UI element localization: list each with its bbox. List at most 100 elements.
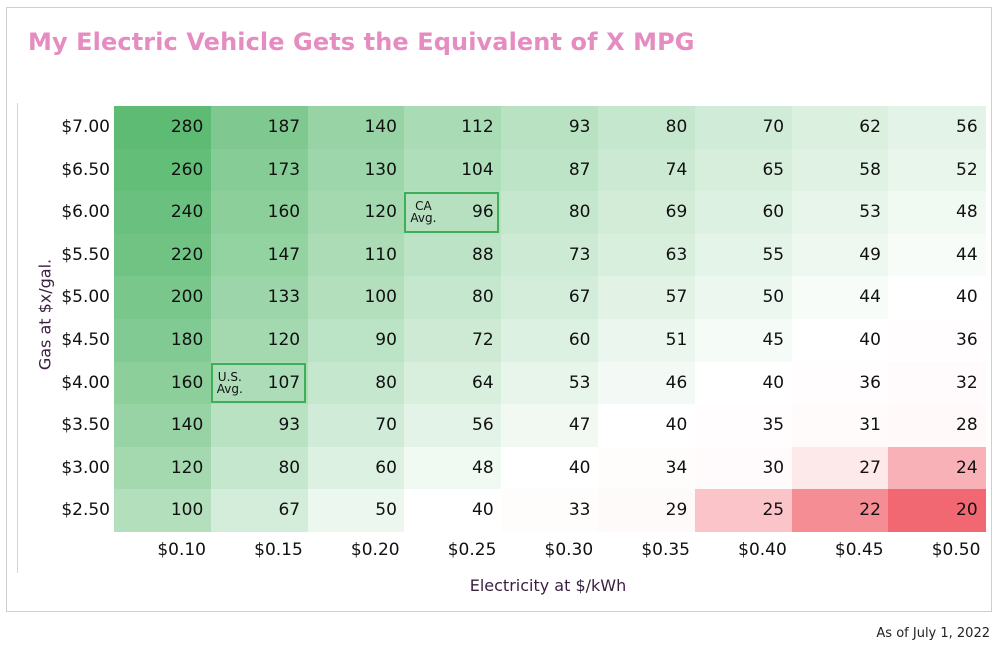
heatmap-cell: 88 xyxy=(404,233,502,277)
x-tick-label: $0.35 xyxy=(641,540,690,560)
heatmap-cell: 53 xyxy=(501,361,599,405)
heatmap-cell: 187 xyxy=(210,106,309,150)
heatmap-cell: 58 xyxy=(791,148,889,192)
heatmap-cell: 67 xyxy=(210,489,309,533)
heatmap-cell: 69 xyxy=(598,191,696,235)
x-axis-label: Electricity at $/kWh xyxy=(469,576,627,595)
average-highlight-box xyxy=(210,362,306,404)
heatmap-cell: 45 xyxy=(694,319,793,363)
x-tick-label: $0.30 xyxy=(544,540,594,560)
heatmap-cell: 96 xyxy=(404,191,502,235)
heatmap-cell: 80 xyxy=(210,446,309,490)
heatmap-cell: 40 xyxy=(791,319,889,363)
y-tick-label: $2.50 xyxy=(61,500,110,521)
heatmap-cell: 52 xyxy=(888,148,986,192)
heatmap-cell: 93 xyxy=(210,404,309,448)
heatmap-cell: 50 xyxy=(694,276,793,320)
heatmap-cell: 53 xyxy=(791,191,889,235)
y-tick-label: $4.00 xyxy=(61,372,110,393)
heatmap-cell: 93 xyxy=(501,106,599,150)
x-tick-label: $0.45 xyxy=(834,540,884,560)
heatmap-cell: 32 xyxy=(888,361,986,405)
average-highlight-label: U.S. Avg. xyxy=(216,369,243,396)
y-tick-label: $6.00 xyxy=(61,202,110,223)
heatmap-cell: 40 xyxy=(888,276,986,320)
heatmap-cell: 62 xyxy=(791,106,889,150)
x-tick-label: $0.25 xyxy=(447,540,497,560)
heatmap-cell: 74 xyxy=(598,148,696,192)
heatmap-cell: 63 xyxy=(598,233,696,277)
heatmap-cell: 80 xyxy=(404,276,502,320)
y-tick-label: $7.00 xyxy=(61,117,110,137)
heatmap-cell: 65 xyxy=(694,148,793,192)
heatmap-cell: 31 xyxy=(791,404,889,448)
heatmap-cell: 44 xyxy=(791,276,889,320)
heatmap-cell: 67 xyxy=(501,276,599,320)
heatmap-cell: 56 xyxy=(404,404,502,448)
heatmap-cell: 47 xyxy=(501,404,599,448)
chart-frame xyxy=(6,7,992,612)
y-tick-label: $3.50 xyxy=(61,415,110,436)
chart-title: My Electric Vehicle Gets the Equivalent … xyxy=(28,28,695,56)
heatmap-cell: 70 xyxy=(307,404,405,448)
heatmap-cell: 30 xyxy=(694,446,793,490)
heatmap-cell: 36 xyxy=(888,319,986,363)
heatmap-cell: 51 xyxy=(598,319,696,363)
heatmap-cell: 48 xyxy=(888,191,986,235)
heatmap-cell: 120 xyxy=(307,191,405,235)
heatmap-cell: 48 xyxy=(404,446,502,490)
heatmap-cell: 147 xyxy=(210,233,309,277)
x-tick-label: $0.10 xyxy=(157,540,206,560)
y-tick-label: $5.00 xyxy=(61,287,110,308)
y-axis-line xyxy=(17,103,18,573)
heatmap-cell: 100 xyxy=(114,489,212,533)
heatmap-cell: 40 xyxy=(501,446,599,490)
heatmap-cell: 46 xyxy=(598,361,696,405)
heatmap-cell: 112 xyxy=(404,106,502,150)
heatmap-cell: 72 xyxy=(404,319,502,363)
heatmap-cell: 49 xyxy=(791,233,889,277)
heatmap-cell: 56 xyxy=(888,106,986,150)
heatmap-cell: 73 xyxy=(501,233,599,277)
heatmap-cell: 50 xyxy=(307,489,405,533)
heatmap-cell: 107 xyxy=(210,361,309,405)
x-tick-label: $0.20 xyxy=(350,540,400,560)
heatmap-cell: 25 xyxy=(694,489,793,533)
heatmap-cell: 130 xyxy=(307,148,405,192)
heatmap-cell: 80 xyxy=(501,191,599,235)
heatmap-cell: 20 xyxy=(888,489,986,533)
heatmap-cell: 64 xyxy=(404,361,502,405)
x-tick-label: $0.40 xyxy=(738,540,787,560)
heatmap-cell: 70 xyxy=(694,106,793,150)
heatmap-cell: 100 xyxy=(307,276,405,320)
heatmap-cell: 120 xyxy=(114,446,212,490)
heatmap-cell: 35 xyxy=(694,404,793,448)
heatmap-cell: 240 xyxy=(114,191,212,235)
heatmap-cell: 60 xyxy=(307,446,405,490)
heatmap-cell: 220 xyxy=(114,233,212,277)
heatmap-cell: 104 xyxy=(404,148,502,192)
heatmap-cell: 33 xyxy=(501,489,599,533)
heatmap-cell: 29 xyxy=(598,489,696,533)
heatmap-cell: 44 xyxy=(888,233,986,277)
y-tick-label: $5.50 xyxy=(61,244,110,265)
heatmap-cell: 57 xyxy=(598,276,696,320)
heatmap-cell: 80 xyxy=(598,106,696,150)
heatmap-cell: 160 xyxy=(114,361,212,405)
heatmap-cell: 140 xyxy=(114,404,212,448)
heatmap-cell: 36 xyxy=(791,361,889,405)
heatmap-cell: 34 xyxy=(598,446,696,490)
y-tick-label: $4.50 xyxy=(61,330,110,350)
heatmap-cell: 87 xyxy=(501,148,599,192)
heatmap-cell: 280 xyxy=(114,106,212,150)
heatmap-cell: 27 xyxy=(791,446,889,490)
heatmap-cell: 173 xyxy=(210,148,309,192)
heatmap-cell: 260 xyxy=(114,148,212,192)
heatmap-cell: 133 xyxy=(210,276,309,320)
heatmap-cell: 180 xyxy=(114,319,212,363)
average-highlight-box xyxy=(404,192,500,233)
average-highlight-label: CA Avg. xyxy=(410,199,437,226)
heatmap-cell: 140 xyxy=(307,106,405,150)
y-tick-label: $3.00 xyxy=(61,457,110,478)
heatmap-cell: 40 xyxy=(694,361,793,405)
